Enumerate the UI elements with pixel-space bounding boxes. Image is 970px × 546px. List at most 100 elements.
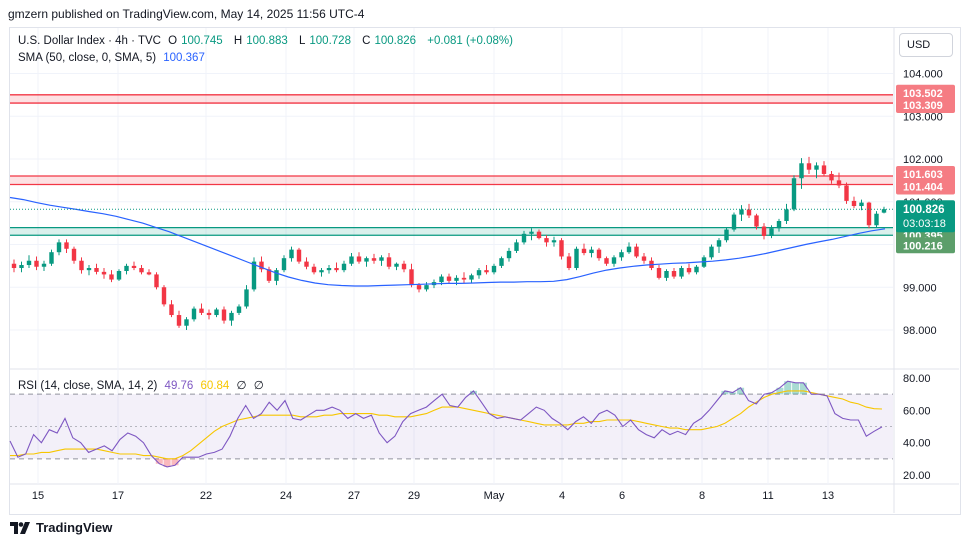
candle-body [806, 163, 812, 170]
rsi-legend: RSI (14, close, SMA, 14, 2) 49.76 60.84 … [18, 378, 268, 392]
candle-body [199, 308, 204, 313]
candle-body [491, 265, 497, 273]
candle-body [79, 260, 84, 271]
time-tick-label: 13 [822, 490, 834, 502]
currency-button[interactable]: USD [899, 33, 953, 57]
candle-body [161, 287, 167, 305]
candle-body [296, 249, 302, 262]
resistance-zone [10, 94, 893, 104]
last-price-label: 100.826 [903, 204, 945, 216]
resistance-zone-top-label: 103.502 [903, 88, 943, 100]
candle-body [469, 275, 474, 280]
resistance-zone [10, 175, 893, 185]
candle-body [169, 304, 174, 316]
candle-body [874, 213, 879, 226]
rsi-overbought-fill [470, 381, 807, 395]
time-tick-label: 6 [619, 490, 625, 502]
rsi-tick-label: 20.00 [903, 470, 931, 482]
candle-body [26, 260, 32, 266]
candle-body [356, 256, 362, 262]
candle-body [604, 258, 609, 264]
candle-body [319, 270, 324, 273]
candle-body [19, 265, 24, 269]
open-label: O [168, 35, 178, 47]
candle-body [724, 229, 729, 241]
candle-body [206, 312, 212, 316]
resistance-zone-bottom-label-bg [896, 178, 955, 195]
candle-body [514, 242, 519, 251]
last-price-box [896, 200, 955, 233]
candle-body [574, 248, 579, 269]
candle-body [814, 165, 819, 170]
candle-body [56, 242, 62, 253]
candle-body [236, 306, 242, 313]
candle-body [34, 260, 39, 267]
candle-body [131, 265, 137, 269]
candle-body [851, 200, 857, 207]
low-value: 100.728 [309, 35, 351, 47]
candle-body [251, 261, 257, 290]
candle-body [829, 173, 834, 181]
rsi-oversold-fill [155, 458, 179, 467]
candle-body [311, 266, 317, 273]
candle-body [71, 248, 77, 261]
candle-body [49, 252, 54, 264]
candle-body [589, 249, 594, 254]
candle-body [349, 256, 354, 264]
rsi-value: 49.76 [164, 380, 194, 392]
chart-frame [9, 27, 961, 515]
candle-body [146, 272, 152, 275]
candle-body [259, 261, 264, 270]
low-label: L [298, 35, 306, 47]
resistance-zone-top-label: 101.603 [903, 169, 943, 181]
support-zone-bottom-label-bg [896, 237, 955, 254]
sma-label: SMA (50, close, 0, SMA, 5) [18, 52, 157, 64]
candle-body [289, 249, 294, 259]
change-value: +0.081 (+0.08%) [427, 35, 513, 47]
rsi-tick-label: 40.00 [903, 438, 931, 450]
candle-body [731, 214, 737, 230]
candle-body [386, 257, 392, 267]
candle-body [634, 246, 639, 257]
candle-body [64, 242, 69, 249]
candle-body [694, 266, 699, 273]
countdown-label: 03:03:18 [903, 218, 946, 230]
candle-body [394, 263, 399, 267]
candle-body [341, 263, 347, 271]
high-label: H [233, 35, 243, 47]
candle-body [656, 268, 662, 278]
price-tick-label: 104.000 [903, 69, 943, 81]
candle-body [544, 238, 549, 243]
rsi-extra-2: ∅ [253, 380, 264, 392]
rsi-line [9, 380, 883, 468]
candle-body [581, 248, 587, 254]
candle-body [859, 202, 864, 207]
rsi-extra-1: ∅ [236, 380, 247, 392]
candle-body [221, 309, 227, 321]
candle-body [566, 256, 572, 269]
candle-body [769, 228, 774, 236]
candle-body [266, 269, 272, 281]
candle-body [11, 263, 17, 269]
candle-body [754, 215, 759, 227]
candle-body [619, 252, 624, 258]
price-tick-label: 98.000 [903, 325, 937, 337]
support-zone [10, 227, 893, 236]
candle-body [679, 268, 684, 277]
time-tick-label: 15 [32, 490, 44, 502]
candle-body [671, 271, 677, 277]
candle-body [739, 209, 744, 215]
candle-body [881, 209, 887, 213]
candle-body [191, 308, 197, 320]
candle-body [446, 276, 452, 281]
support-zone-bottom-label: 100.216 [903, 240, 943, 252]
candle-body [364, 258, 369, 262]
candle-body [709, 246, 714, 258]
symbol-title: U.S. Dollar Index · 4h · TVC [18, 35, 161, 47]
candle-body [154, 274, 159, 288]
candle-body [506, 250, 512, 259]
sma-value: 100.367 [163, 52, 205, 64]
rsi-tick-label: 80.00 [903, 373, 931, 385]
time-tick-label: 17 [112, 490, 124, 502]
